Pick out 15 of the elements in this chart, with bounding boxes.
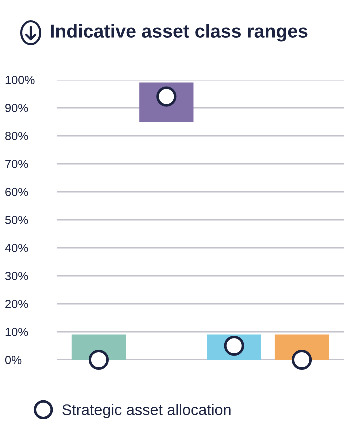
point [88, 350, 109, 370]
y-tick-label: 60% [6, 188, 28, 196]
y-tick-label: 30% [5, 272, 28, 280]
chart-title: Indicative asset class ranges [51, 24, 308, 42]
y-tick-label: 0% [5, 356, 22, 364]
y-tick-label: 40% [5, 244, 28, 252]
y-tick-label: 50% [5, 216, 28, 224]
point [292, 350, 312, 370]
y-tick-label: 20% [6, 300, 28, 308]
y-tick-label: 70% [6, 160, 28, 168]
y-tick-label: 100% [6, 76, 35, 84]
y-tick-label: 80% [6, 132, 28, 140]
legend-label: Strategic asset allocation [62, 404, 231, 418]
y-tick-label: 90% [6, 104, 28, 112]
y-tick-label: 10% [6, 328, 28, 336]
